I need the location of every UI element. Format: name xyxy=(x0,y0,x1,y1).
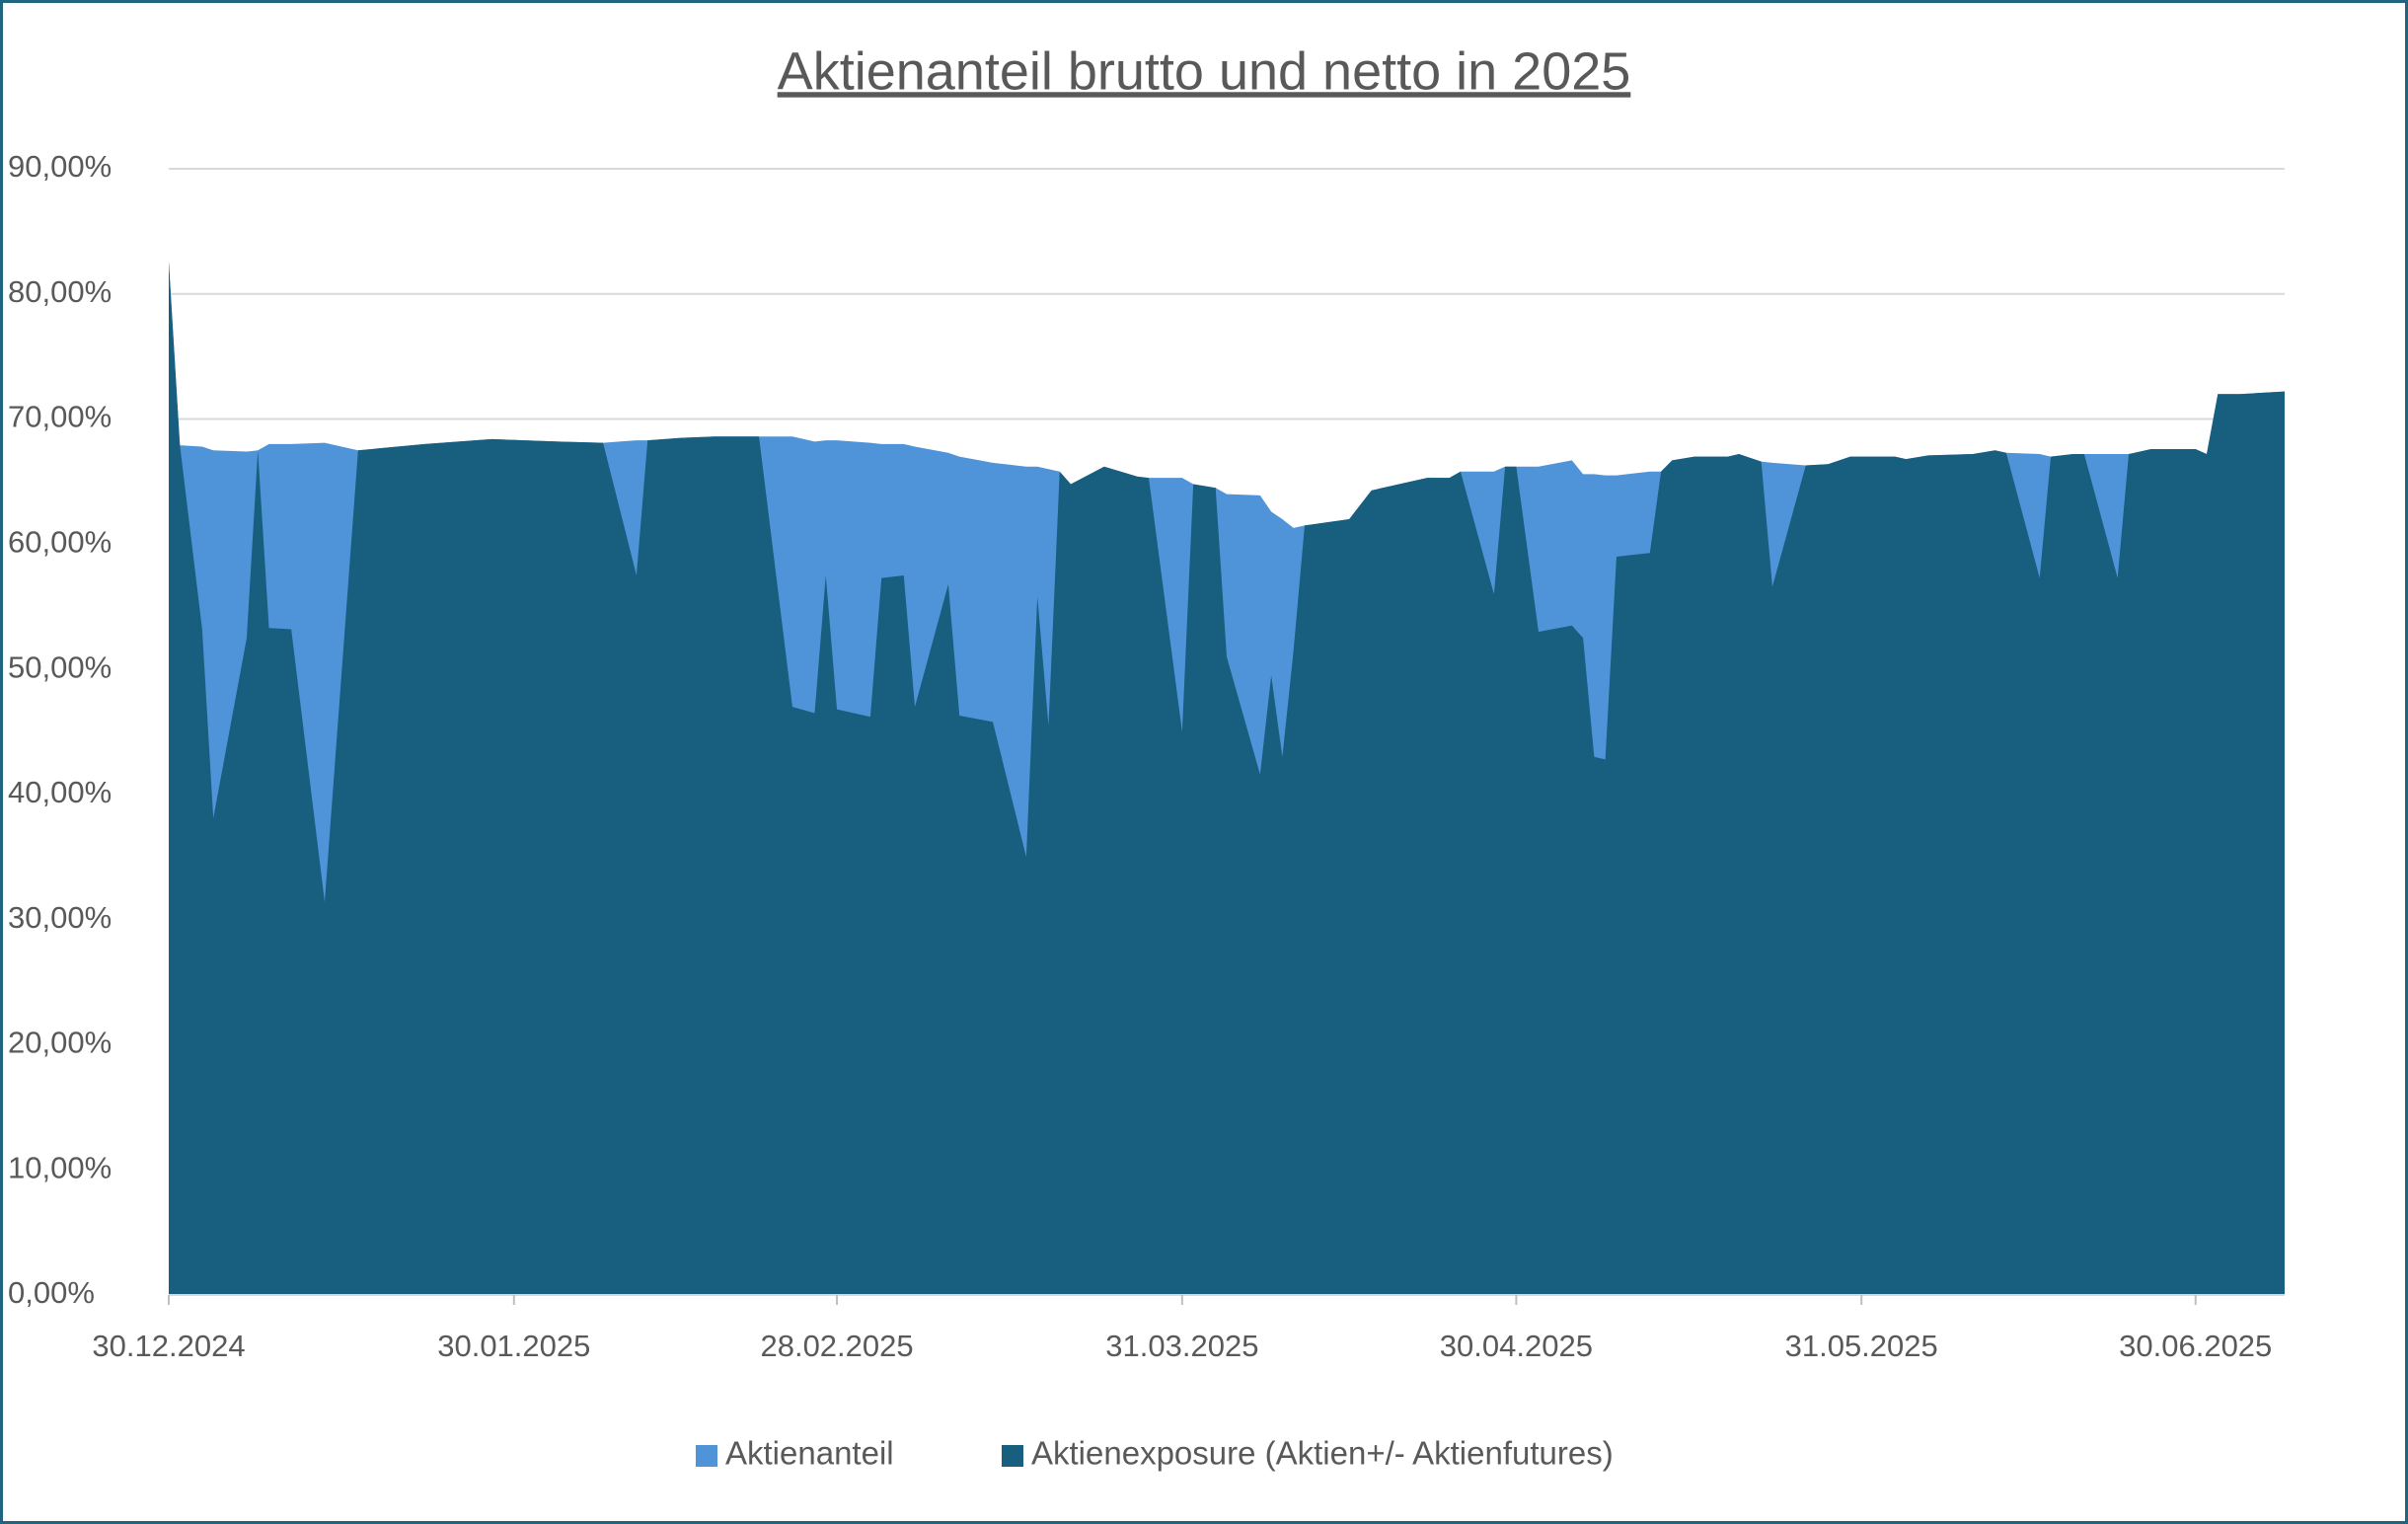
legend-label: Aktienexposure (Aktien+/- Aktienfutures) xyxy=(1031,1435,1614,1472)
x-tick-label: 30.01.2025 xyxy=(437,1329,590,1363)
y-tick-label: 0,00% xyxy=(8,1275,95,1310)
x-tick-label: 31.03.2025 xyxy=(1105,1329,1258,1363)
x-tick-label: 28.02.2025 xyxy=(760,1329,913,1363)
legend-label: Aktienanteil xyxy=(725,1435,894,1472)
legend-swatch xyxy=(696,1445,717,1467)
chart-title: Aktienanteil brutto und netto in 2025 xyxy=(778,41,1631,101)
y-tick-label: 20,00% xyxy=(8,1026,112,1060)
x-tick-label: 30.12.2024 xyxy=(92,1329,245,1363)
area xyxy=(169,261,2285,1295)
y-tick-label: 90,00% xyxy=(8,149,112,184)
x-tick-label: 31.05.2025 xyxy=(1785,1329,1938,1363)
y-tick-label: 30,00% xyxy=(8,900,112,935)
y-tick-label: 60,00% xyxy=(8,525,112,560)
y-tick-label: 80,00% xyxy=(8,274,112,309)
x-tick-label: 30.04.2025 xyxy=(1440,1329,1593,1363)
y-tick-label: 10,00% xyxy=(8,1150,112,1184)
x-tick-label: 30.06.2025 xyxy=(2119,1329,2272,1363)
legend-swatch xyxy=(1002,1445,1023,1467)
y-tick-label: 70,00% xyxy=(8,400,112,434)
y-tick-label: 50,00% xyxy=(8,649,112,684)
y-tick-label: 40,00% xyxy=(8,775,112,809)
